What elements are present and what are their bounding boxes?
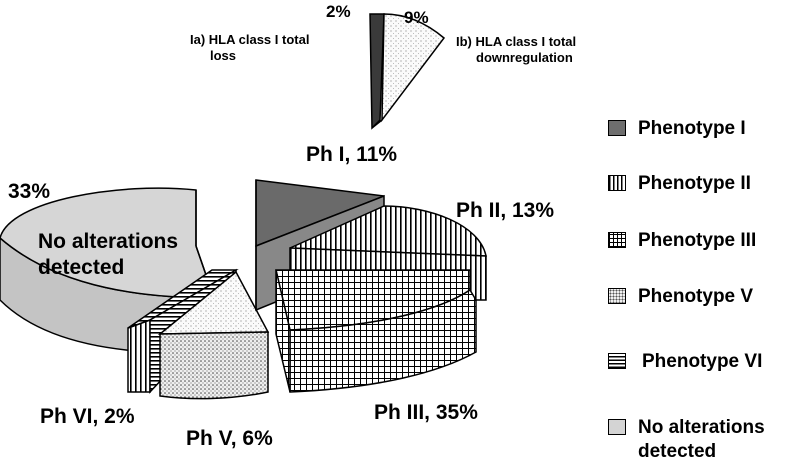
subslice-ib-downregulation [381, 13, 446, 123]
label-ph5: Ph V, 6% [186, 427, 273, 450]
legend-item-ph1: Phenotype I [608, 117, 746, 141]
label-ph1: Ph I, 11% [306, 143, 398, 166]
label-none-pct: 33% [8, 180, 51, 203]
legend-item-ph2: Phenotype II [608, 172, 751, 196]
label-sub-down-line1: Ib) HLA class I total [456, 34, 577, 49]
legend-label: Phenotype II [638, 173, 751, 194]
slice-ph6-front [127, 318, 151, 393]
label-sub-loss-line1: Ia) HLA class I total [190, 32, 310, 47]
legend-item-ph6: Phenotype VI [608, 350, 762, 374]
label-ph3: Ph III, 35% [374, 401, 478, 424]
label-ph6: Ph VI, 2% [40, 405, 135, 428]
label-none-inner-1: No alterations [38, 230, 179, 253]
legend-label: No alterations detected [638, 417, 765, 462]
legend-label: Phenotype III [638, 230, 757, 251]
legend-swatch-ph5 [608, 288, 626, 304]
legend-swatch-ph6 [608, 353, 626, 369]
legend-label: Phenotype V [638, 286, 754, 307]
label-sub-loss-line2: loss [210, 48, 237, 63]
label-ph2: Ph II, 13% [456, 199, 555, 222]
label-sub-loss-pct: 2% [326, 2, 351, 21]
legend-item-ph3: Phenotype III [608, 229, 756, 253]
label-sub-down-pct: 9% [404, 8, 429, 27]
label-sub-down-line2: downregulation [476, 50, 573, 65]
subslice-ia-loss [369, 13, 385, 130]
slice-ph2-top [289, 205, 487, 257]
legend-swatch-ph2 [608, 175, 626, 191]
label-none-inner-2: detected [38, 256, 125, 279]
slice-ph3-front [289, 288, 477, 393]
legend-label: Phenotype I [638, 118, 746, 139]
legend-item-none: No alterations detected [608, 416, 765, 464]
legend-label: Phenotype VI [642, 351, 763, 372]
label-sub-down: Ib) HLA class I total downregulation [456, 34, 576, 66]
legend-swatch-none [608, 419, 626, 435]
label-sub-loss: Ia) HLA class I total loss [190, 32, 309, 64]
legend-item-ph5: Phenotype V [608, 285, 753, 309]
slice-ph5-front [159, 331, 269, 400]
slice-ph3-left [275, 269, 291, 393]
legend-swatch-ph3 [608, 232, 626, 248]
legend-swatch-ph1 [608, 120, 626, 136]
